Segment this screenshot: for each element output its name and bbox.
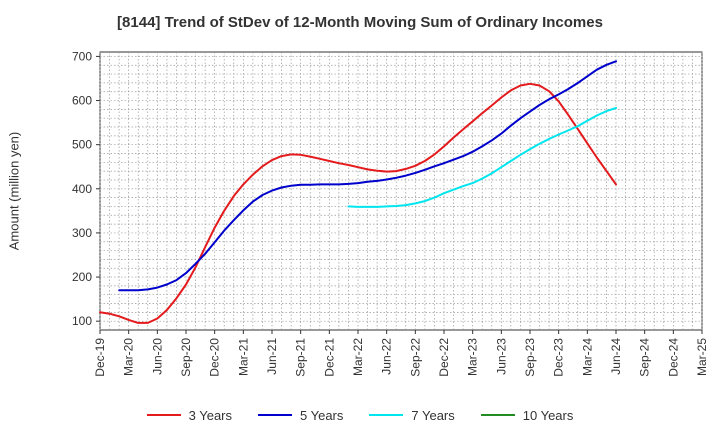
x-tick-label: Jun-21 xyxy=(265,338,279,375)
y-tick-label: 100 xyxy=(72,314,92,328)
legend-item-3-years: 3 Years xyxy=(146,407,232,423)
legend-item-5-years: 5 Years xyxy=(258,408,343,423)
x-tick-label: Dec-23 xyxy=(552,338,566,377)
x-tick-label: Mar-24 xyxy=(580,338,594,376)
x-tick-label: Dec-21 xyxy=(322,338,336,377)
series-line xyxy=(347,107,617,208)
y-tick-label: 400 xyxy=(72,182,92,196)
y-tick-label: 500 xyxy=(72,138,92,152)
x-tick-label: Dec-24 xyxy=(666,338,680,377)
plot-area xyxy=(99,51,703,331)
x-tick-label: Mar-25 xyxy=(695,338,709,376)
x-tick-label: Dec-19 xyxy=(93,338,107,377)
y-tick-label: 300 xyxy=(72,226,92,240)
y-axis-ticks: 100 200 300 400 500 600 700 xyxy=(72,49,100,328)
series-5-years xyxy=(118,60,617,292)
legend-item-7-years: 7 Years xyxy=(369,407,455,423)
legend-label: 5 Years xyxy=(300,407,344,423)
legend-label: 3 Years xyxy=(188,407,232,423)
x-tick-label: Jun-23 xyxy=(494,338,508,375)
series-line xyxy=(118,60,617,292)
series-7-years xyxy=(347,107,617,208)
series-line xyxy=(99,82,617,324)
x-tick-label: Sep-21 xyxy=(294,338,308,377)
series-lines xyxy=(99,60,617,324)
x-axis-ticks: Dec-19 Mar-20 Jun-20 Sep-20 Dec-20 Mar-21 Jun-… xyxy=(93,330,709,377)
x-tick-label: Mar-21 xyxy=(236,338,250,376)
chart-title: [8144] Trend of StDev of 12-Month Moving… xyxy=(117,14,603,31)
series-3-years xyxy=(99,82,617,324)
x-tick-label: Mar-22 xyxy=(351,338,365,376)
x-tick-label: Dec-20 xyxy=(208,338,222,377)
grid xyxy=(99,52,703,330)
legend-label: 7 Years xyxy=(411,407,455,423)
x-tick-label: Mar-23 xyxy=(466,338,480,376)
legend-swatch xyxy=(258,414,292,416)
legend-swatch xyxy=(146,414,181,416)
x-tick-label: Sep-23 xyxy=(523,338,537,377)
x-tick-label: Sep-24 xyxy=(638,338,652,377)
legend-item-10-years: 10 Years xyxy=(480,407,574,423)
legend: 3 Years 5 Years 7 Years 10 Years xyxy=(0,404,720,426)
x-tick-label: Mar-20 xyxy=(122,338,136,376)
legend-swatch xyxy=(480,414,515,416)
x-tick-label: Jun-24 xyxy=(609,338,623,375)
legend-swatch xyxy=(369,414,404,416)
x-tick-label: Sep-22 xyxy=(408,338,422,377)
x-tick-label: Jun-22 xyxy=(380,338,394,375)
legend-label: 10 Years xyxy=(522,407,574,423)
y-tick-label: 200 xyxy=(72,270,92,284)
x-tick-label: Dec-22 xyxy=(437,338,451,377)
x-tick-label: Jun-20 xyxy=(150,338,164,375)
x-tick-label: Sep-20 xyxy=(179,338,193,377)
y-tick-label: 600 xyxy=(72,94,92,108)
y-tick-label: 700 xyxy=(72,49,92,63)
